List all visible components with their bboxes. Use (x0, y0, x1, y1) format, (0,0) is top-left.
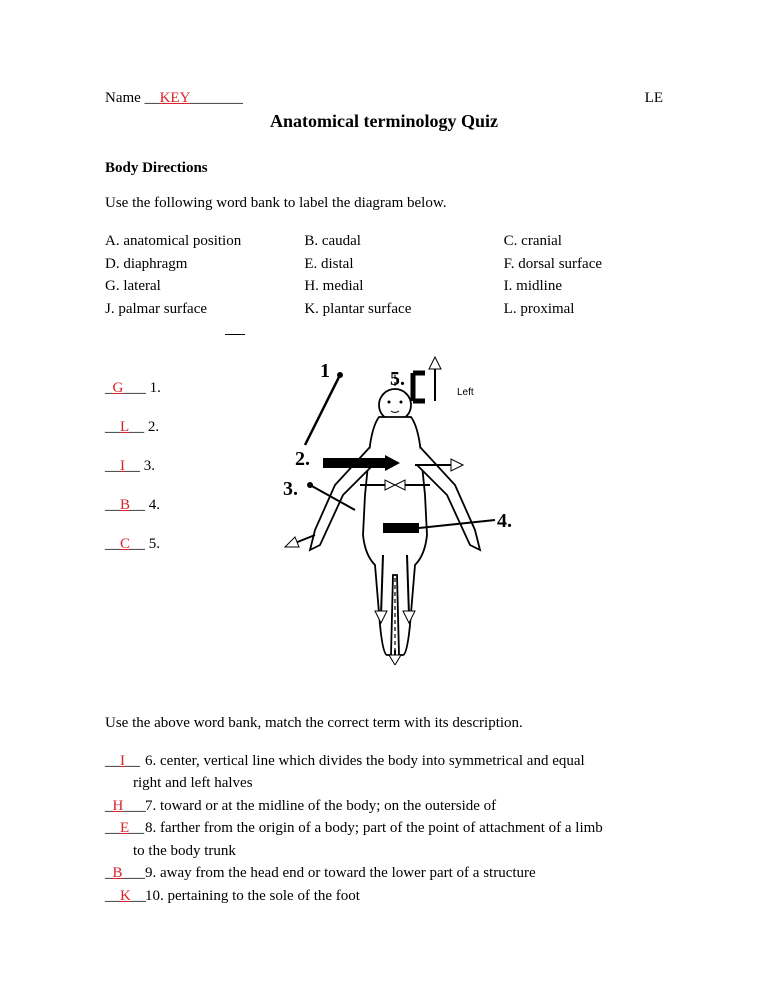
label-4: 4. (497, 510, 512, 532)
answer-row: _G___ 1. (105, 369, 195, 408)
label-5: 5. (390, 368, 405, 390)
label-left: Left (457, 387, 474, 398)
desc-cont: to the body trunk (105, 840, 663, 863)
desc-row: __I__ 6. center, vertical line which div… (105, 750, 663, 773)
section-heading: Body Directions (105, 160, 663, 177)
answer-row: __C__ 5. (105, 525, 195, 564)
desc-cont: right and left halves (105, 772, 663, 795)
desc-row: _H___ 7. toward or at the midline of the… (105, 795, 663, 818)
diagram-answers: _G___ 1. __L__ 2. __I__ 3. __B__ 4. __C_… (105, 355, 195, 675)
label-1: 1 (320, 360, 330, 382)
header-row: Name __KEY_______ LE (105, 90, 663, 107)
page-title: Anatomical terminology Quiz (105, 111, 663, 132)
answer-row: __L__ 2. (105, 408, 195, 447)
name-field: Name __KEY_______ (105, 90, 243, 107)
key-text: KEY (160, 90, 191, 106)
wb-item: E. distal (304, 253, 463, 276)
wb-item: C. cranial (504, 230, 663, 253)
word-bank: A. anatomical position D. diaphragm G. l… (105, 230, 663, 343)
wordbank-col-3: C. cranial F. dorsal surface I. midline … (504, 230, 663, 343)
desc-row: __E__ 8. farther from the origin of a bo… (105, 817, 663, 840)
answer-row: __I__ 3. (105, 447, 195, 486)
answer-row: __B__ 4. (105, 486, 195, 525)
wb-item: F. dorsal surface (504, 253, 663, 276)
wb-item: B. caudal (304, 230, 463, 253)
label-2: 2. (295, 448, 310, 470)
desc-row: _B___ 9. away from the head end or towar… (105, 862, 663, 885)
desc-row: __K__ 10. pertaining to the sole of the … (105, 885, 663, 908)
instruction-1: Use the following word bank to label the… (105, 195, 663, 212)
instruction-2: Use the above word bank, match the corre… (105, 715, 663, 732)
course-label: LE (645, 90, 663, 107)
anatomy-diagram: 1 5. Left 2. 3. (195, 355, 663, 675)
wb-item: H. medial (304, 275, 463, 298)
wordbank-col-2: B. caudal E. distal H. medial K. plantar… (304, 230, 463, 343)
label-3: 3. (283, 478, 298, 500)
wb-item: L. proximal (504, 298, 663, 321)
wb-item: J. palmar surface (105, 298, 264, 343)
wb-item: I. midline (504, 275, 663, 298)
wb-item: K. plantar surface (304, 298, 463, 321)
wb-item: A. anatomical position (105, 230, 264, 253)
wb-item: G. lateral (105, 275, 264, 298)
description-list: __I__ 6. center, vertical line which div… (105, 750, 663, 908)
wb-item: D. diaphragm (105, 253, 264, 276)
wordbank-col-1: A. anatomical position D. diaphragm G. l… (105, 230, 264, 343)
